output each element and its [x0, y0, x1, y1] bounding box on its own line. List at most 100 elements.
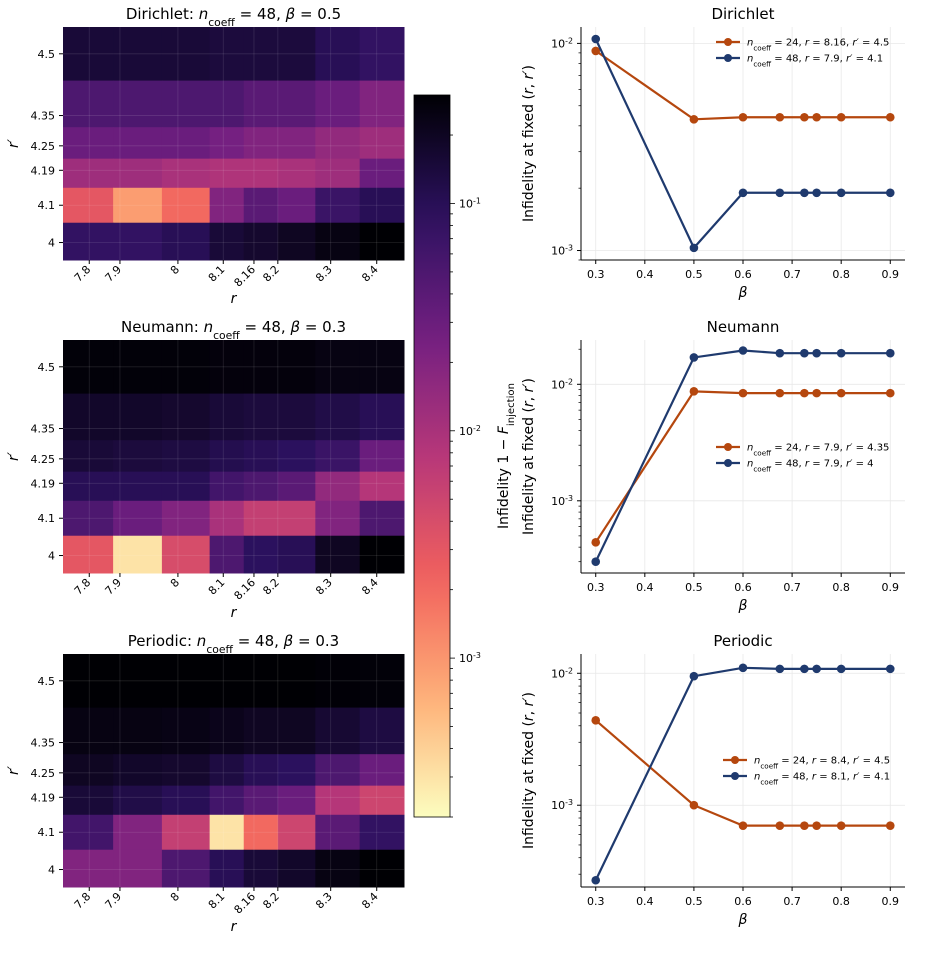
series-point [591, 875, 601, 885]
heatmap-cell [315, 440, 361, 473]
heatmap-cell [161, 393, 211, 441]
heatmap-cell [161, 849, 211, 888]
legend-label: ncoeff = 48, r = 7.9, r′ = 4 [747, 459, 874, 474]
x-tick-label: 7.9 [103, 263, 125, 285]
heatmap-cell [63, 27, 114, 82]
x-tick-label: 8 [168, 890, 182, 904]
heatmap-cell [113, 849, 163, 888]
heatmap-cell [359, 340, 405, 395]
heatmap-cell [209, 158, 245, 189]
x-tick-label: 8.2 [260, 576, 282, 598]
x-axis-label: r [231, 605, 238, 621]
legend-label: ncoeff = 24, r = 7.9, r′ = 4.35 [747, 443, 889, 458]
heatmap-cell [359, 814, 405, 851]
heatmap-cell [63, 471, 114, 502]
y-axis-label: Infidelity at fixed (r, r′) [521, 65, 537, 222]
heatmap-cell [315, 80, 361, 128]
series-point [836, 388, 846, 398]
x-tick-label: 8.2 [260, 263, 282, 285]
heatmap-cell [63, 158, 114, 189]
x-axis-label: β [738, 912, 748, 928]
series-point [800, 188, 809, 198]
y-axis-label: r′ [6, 451, 22, 461]
x-tick-label: 0.3 [587, 895, 605, 908]
series-point [775, 112, 785, 122]
series-point [775, 188, 785, 198]
series-point [591, 46, 601, 56]
heatmap-cell [209, 535, 245, 574]
y-tick-label: 10-3 [551, 243, 573, 257]
heatmap-title: Neumann: ncoeff = 48, β = 0.3 [121, 318, 346, 342]
heatmap-cell [277, 754, 316, 787]
heatmap-cell [209, 814, 245, 851]
heatmap-cell [209, 707, 245, 755]
heatmap-cell [359, 471, 405, 502]
legend-marker [724, 54, 732, 62]
y-axis-label: Infidelity at fixed (r, r′) [521, 378, 537, 535]
heatmap-cell [161, 440, 211, 473]
heatmap-cell [63, 440, 114, 473]
series-point [738, 821, 748, 830]
series-point [812, 112, 821, 122]
heatmap-cell [277, 222, 316, 261]
heatmap-cell [209, 27, 245, 82]
heatmap-cell [113, 158, 163, 189]
series-point [812, 188, 821, 198]
y-tick-label: 10-3 [551, 493, 573, 508]
heatmap-cell [113, 500, 163, 537]
heatmap-cell [277, 707, 316, 755]
heatmap-cell [243, 222, 279, 261]
series-point [591, 34, 601, 44]
series-point [738, 188, 748, 198]
heatmap-cell [315, 340, 361, 395]
heatmap-cell [63, 500, 114, 537]
series-point [800, 664, 809, 674]
heatmap-cell [209, 187, 245, 224]
heatmap-cell [243, 187, 279, 224]
series-point [775, 664, 785, 674]
legend-marker [724, 443, 732, 451]
heatmap-cell [315, 707, 361, 755]
heatmap-cell [63, 849, 114, 888]
heatmap-cell [113, 340, 163, 395]
heatmap-cell [63, 80, 114, 128]
legend-marker [731, 772, 739, 780]
heatmap-cell [359, 393, 405, 441]
series-point [738, 663, 748, 673]
x-tick-label: 0.4 [636, 581, 654, 594]
x-tick-label: 0.8 [832, 895, 850, 908]
x-axis-label: r [231, 919, 238, 935]
series-point [836, 664, 846, 674]
heatmap-cell [359, 27, 405, 82]
series-point [800, 821, 809, 830]
y-tick-label: 4.35 [31, 110, 56, 123]
series-point [812, 821, 821, 830]
x-tick-label: 0.4 [636, 268, 654, 281]
legend-marker [724, 38, 732, 46]
y-tick-label: 4.1 [38, 199, 56, 212]
heatmap-cell [277, 80, 316, 128]
x-tick-label: 0.5 [685, 581, 703, 594]
heatmap-cell [161, 500, 211, 537]
heatmap-cell [315, 222, 361, 261]
heatmap-cell [359, 187, 405, 224]
heatmap-cell [359, 785, 405, 816]
heatmap-cell [113, 27, 163, 82]
heatmap-cell [359, 158, 405, 189]
x-tick-label: 0.9 [882, 895, 900, 908]
heatmap-cell [315, 471, 361, 502]
heatmap-cell [63, 340, 114, 395]
x-tick-label: 0.7 [783, 895, 801, 908]
y-tick-label: 4.5 [38, 361, 56, 374]
heatmap-cell [63, 814, 114, 851]
heatmap-cell [161, 27, 211, 82]
x-tick-label: 0.9 [882, 268, 900, 281]
series-point [738, 388, 748, 398]
line-periodic: 0.3 0.4 0.5 0.6 0.7 0.8 0.9 10-3 10-2 Periodic β In… [521, 632, 905, 928]
x-tick-label: 7.9 [103, 576, 125, 598]
x-tick-label: 8.3 [313, 576, 335, 598]
heatmap-cell [277, 27, 316, 82]
y-tick-label: 4.5 [38, 48, 56, 61]
x-tick-label: 0.3 [587, 268, 605, 281]
